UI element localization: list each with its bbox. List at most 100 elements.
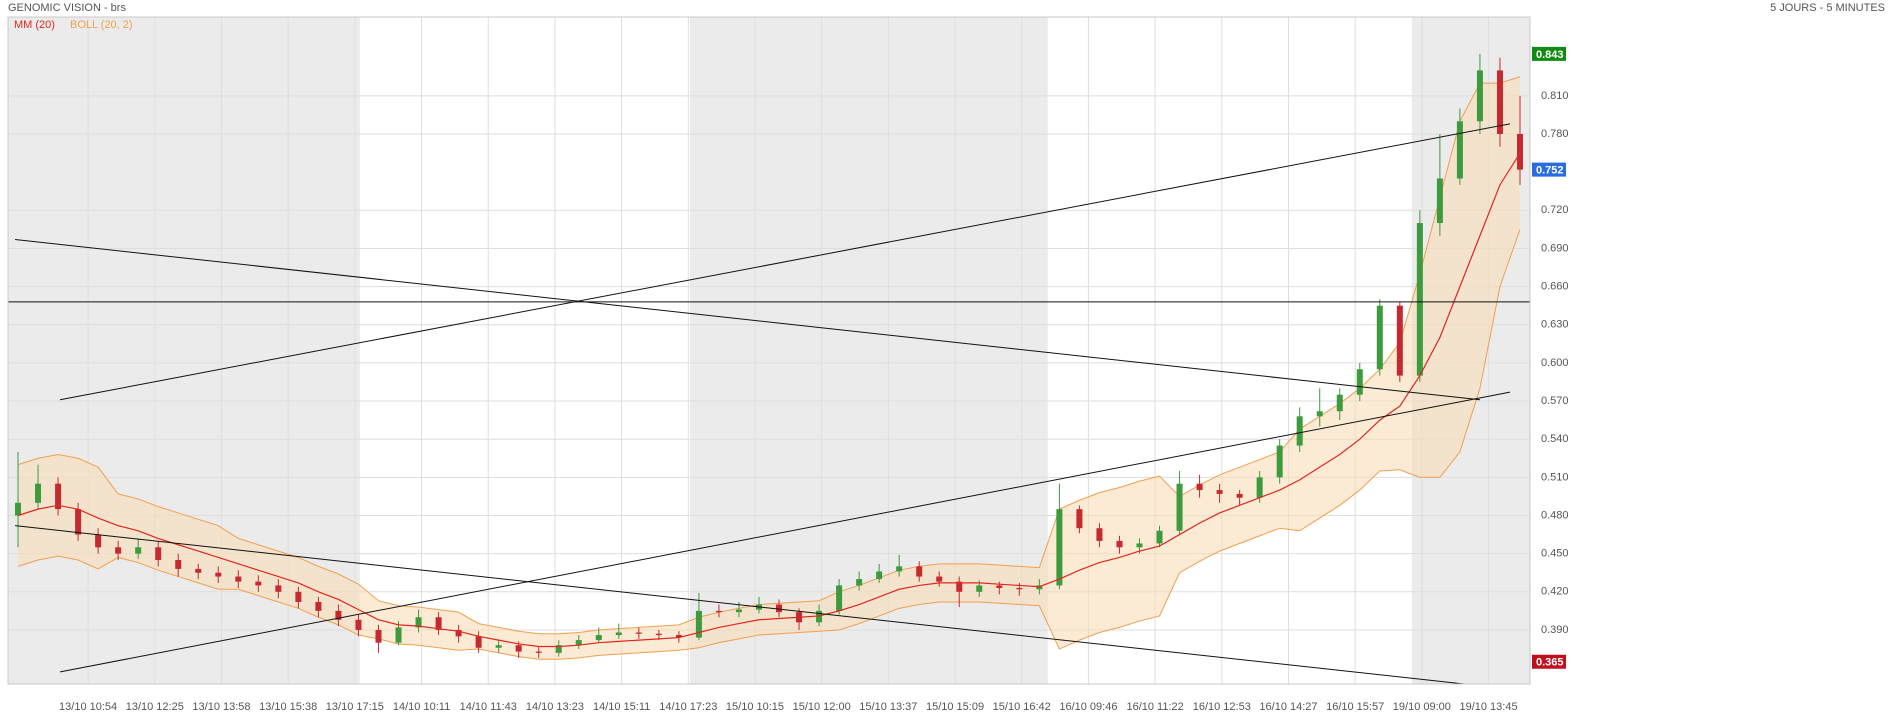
x-tick-label: 16/10 15:57 — [1326, 701, 1384, 713]
y-tick-label: 0.480 — [1541, 509, 1569, 521]
plot-frame — [7, 16, 1531, 685]
candle-body — [816, 610, 823, 623]
candle-body — [1516, 133, 1523, 170]
x-tick-label: 19/10 09:00 — [1393, 701, 1451, 713]
candle-body — [1276, 445, 1283, 478]
legend-entry: BOLL (20, 2) — [70, 19, 133, 31]
x-tick-label: 14/10 15:11 — [593, 701, 650, 713]
candle-body — [916, 566, 923, 577]
x-tick-label: 15/10 13:37 — [859, 701, 917, 713]
candle-body — [1296, 416, 1303, 446]
x-tick-label: 14/10 13:23 — [526, 701, 584, 713]
y-tick-label: 0.780 — [1541, 128, 1569, 140]
plot-area — [8, 17, 1530, 684]
y-tick-label: 0.630 — [1541, 319, 1569, 331]
candle-body — [1436, 178, 1443, 224]
candle-body — [1016, 587, 1023, 590]
candle-body — [1456, 121, 1463, 179]
trend-line — [59, 391, 1511, 673]
x-tick-label: 19/10 13:45 — [1459, 701, 1517, 713]
candle-body — [275, 585, 282, 592]
x-tick-label: 13/10 12:25 — [126, 701, 184, 713]
candle-body — [335, 610, 342, 620]
candle-body — [1476, 70, 1483, 122]
candle-body — [475, 636, 482, 648]
x-tick-label: 15/10 15:09 — [926, 701, 984, 713]
price-marker-label: 0.752 — [1536, 165, 1564, 177]
price-marker — [1532, 162, 1566, 177]
chart-subtitle: 5 JOURS - 5 MINUTES — [1770, 2, 1885, 14]
legend-entry: MM (20) — [14, 19, 55, 31]
candle-body — [996, 585, 1003, 588]
candle-body — [415, 617, 422, 628]
candle-body — [355, 619, 362, 630]
trend-line — [59, 123, 1511, 401]
candle-body — [1416, 223, 1423, 376]
price-marker-label: 0.365 — [1536, 657, 1564, 669]
candle-body — [876, 571, 883, 580]
candle-body — [715, 610, 722, 613]
candle-body — [175, 560, 182, 569]
y-tick-label: 0.390 — [1541, 624, 1569, 636]
candle-body — [515, 645, 522, 652]
x-tick-label: 16/10 11:22 — [1126, 701, 1183, 713]
bollinger-upper — [17, 76, 1521, 635]
price-marker — [1532, 46, 1566, 61]
y-tick-label: 0.810 — [1541, 90, 1569, 102]
candle-body — [315, 601, 322, 611]
candle-body — [1036, 585, 1043, 590]
candle-body — [1116, 540, 1123, 548]
candle-body — [1136, 543, 1143, 548]
trend-line — [14, 239, 1480, 401]
candle-body — [195, 568, 202, 573]
candle-body — [535, 651, 542, 653]
candle-body — [1356, 369, 1363, 395]
y-tick-label: 0.450 — [1541, 548, 1569, 560]
candle-body — [936, 576, 943, 582]
y-tick-label: 0.540 — [1541, 433, 1569, 445]
candle-body — [1176, 483, 1183, 531]
candle-body — [856, 579, 863, 586]
candle-body — [1376, 305, 1383, 370]
x-tick-label: 16/10 14:27 — [1259, 701, 1317, 713]
candle-body — [555, 645, 562, 653]
candle-body — [1056, 509, 1063, 586]
candle-body — [595, 635, 602, 641]
candle-body — [1316, 411, 1323, 417]
x-tick-label: 13/10 17:15 — [326, 701, 384, 713]
candle-body — [255, 581, 262, 586]
candle-body — [395, 627, 402, 643]
candle-body — [1236, 493, 1243, 498]
candle-body — [215, 572, 222, 577]
candle-body — [635, 632, 642, 634]
bollinger-lower — [17, 229, 1521, 660]
candle-body — [55, 483, 62, 510]
candle-body — [75, 509, 82, 535]
candle-body — [1156, 530, 1163, 544]
bollinger-fill — [18, 76, 1520, 660]
candle-body — [1396, 305, 1403, 376]
candle-body — [1076, 509, 1083, 529]
x-tick-label: 14/10 17:23 — [659, 701, 717, 713]
candle-body — [896, 566, 903, 572]
trend-line — [14, 525, 1469, 684]
candle-body — [575, 640, 582, 646]
x-tick-label: 15/10 12:00 — [793, 701, 851, 713]
candle-body — [435, 617, 442, 630]
candle-body — [295, 591, 302, 602]
candle-body — [455, 629, 462, 637]
candle-body — [615, 632, 622, 636]
candle-body — [35, 483, 42, 503]
candle-body — [695, 610, 702, 638]
candle-body — [976, 585, 983, 592]
x-tick-label: 13/10 13:58 — [192, 701, 250, 713]
candle-body — [735, 609, 742, 613]
y-tick-label: 0.600 — [1541, 357, 1569, 369]
chart-title: GENOMIC VISION - brs — [8, 2, 126, 14]
price-marker — [1532, 654, 1566, 669]
moving-average — [17, 152, 1521, 648]
candle-body — [1216, 490, 1223, 494]
y-tick-label: 0.720 — [1541, 204, 1569, 216]
candle-body — [115, 547, 122, 554]
